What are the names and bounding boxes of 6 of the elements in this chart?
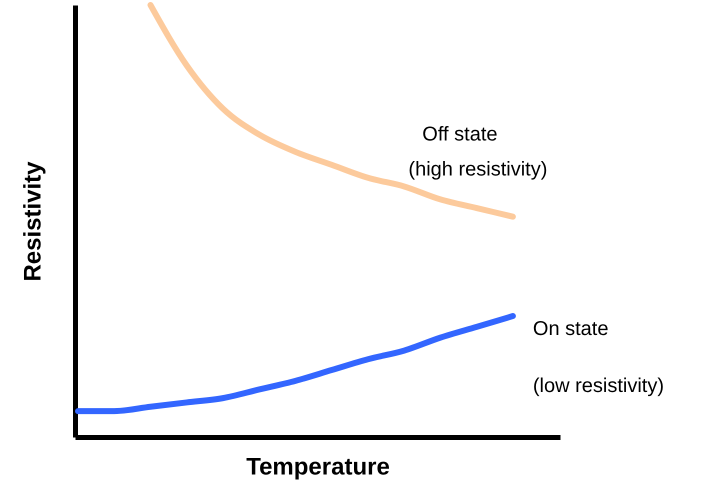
annotation: (high resistivity): [408, 158, 548, 181]
annotation: (low resistivity): [532, 375, 664, 398]
series-label: On state: [532, 318, 608, 340]
text: Off state: [422, 124, 498, 146]
x-axis-title: Temperature: [246, 454, 390, 480]
y-axis-title: Resistivity: [20, 160, 46, 282]
